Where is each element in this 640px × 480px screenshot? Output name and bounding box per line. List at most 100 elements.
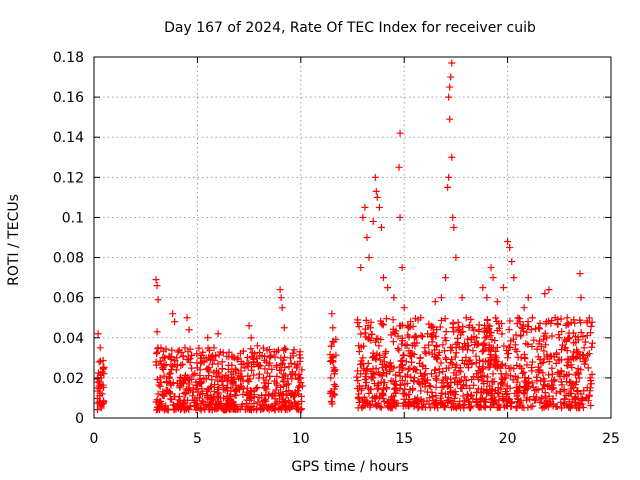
data-point: [535, 324, 543, 332]
density-point: [248, 352, 256, 360]
density-point: [457, 376, 465, 384]
density-point: [430, 346, 438, 354]
density-point: [534, 386, 542, 394]
density-point: [232, 366, 240, 374]
data-point: [431, 366, 439, 374]
density-point: [237, 360, 245, 368]
density-point: [432, 383, 440, 391]
density-point: [539, 369, 547, 377]
density-point: [425, 382, 433, 390]
data-point: [445, 93, 453, 101]
density-point: [509, 335, 517, 343]
density-point: [277, 383, 285, 391]
density-point: [210, 387, 218, 395]
density-point: [190, 399, 198, 407]
data-point: [446, 83, 454, 91]
density-point: [518, 364, 526, 372]
density-point: [264, 379, 272, 387]
density-point: [528, 342, 536, 350]
density-point: [360, 366, 368, 374]
data-point: [384, 284, 392, 292]
density-point: [277, 404, 285, 412]
density-point: [572, 371, 580, 379]
density-point: [428, 338, 436, 346]
density-point: [452, 343, 460, 351]
density-point: [481, 334, 489, 342]
density-point: [271, 406, 279, 414]
density-point: [541, 377, 549, 385]
density-point: [378, 389, 386, 397]
density-point: [466, 384, 474, 392]
density-point: [500, 342, 508, 350]
density-point: [398, 334, 406, 342]
density-point: [434, 354, 442, 362]
density-point: [208, 406, 216, 414]
density-point: [433, 326, 441, 334]
data-point: [576, 270, 584, 278]
density-point: [332, 382, 340, 390]
density-point: [283, 391, 291, 399]
density-point: [540, 347, 548, 355]
data-point: [363, 398, 371, 406]
density-point: [354, 377, 362, 385]
density-point: [577, 319, 585, 327]
y-axis-title: ROTI / TECUs: [6, 194, 22, 286]
density-point: [513, 378, 521, 386]
density-point: [243, 392, 251, 400]
data-point: [466, 404, 474, 412]
density-point: [497, 361, 505, 369]
density-point: [413, 399, 421, 407]
data-point: [293, 364, 301, 372]
data-point: [384, 402, 392, 410]
x-tick-label: 0: [90, 431, 99, 447]
data-point: [549, 402, 557, 410]
density-point: [520, 404, 528, 412]
data-point: [398, 264, 406, 272]
density-point: [189, 371, 197, 379]
density-point: [222, 400, 230, 408]
density-point: [560, 386, 568, 394]
data-point: [181, 344, 189, 352]
density-point: [527, 403, 535, 411]
density-point: [394, 345, 402, 353]
density-point: [295, 383, 303, 391]
density-point: [511, 341, 519, 349]
density-point: [179, 353, 187, 361]
density-point: [489, 370, 497, 378]
density-point: [355, 348, 363, 356]
density-point: [473, 389, 481, 397]
density-point: [160, 406, 168, 414]
density-point: [392, 371, 400, 379]
density-point: [380, 353, 388, 361]
density-point: [515, 315, 523, 323]
data-point: [506, 244, 514, 252]
density-point: [451, 353, 459, 361]
density-point: [382, 315, 390, 323]
data-point: [371, 173, 379, 181]
grid-lines: [94, 57, 611, 418]
data-point: [214, 330, 222, 338]
density-point: [466, 398, 474, 406]
density-point: [287, 403, 295, 411]
density-point: [187, 351, 195, 359]
density-point: [358, 404, 366, 412]
density-point: [371, 401, 379, 409]
data-point: [154, 390, 162, 398]
density-point: [373, 350, 381, 358]
data-point: [289, 370, 297, 378]
density-point: [484, 373, 492, 381]
data-point: [272, 386, 280, 394]
density-point: [524, 340, 532, 348]
density-point: [561, 395, 569, 403]
density-point: [496, 403, 504, 411]
density-point: [157, 360, 165, 368]
density-point: [439, 341, 447, 349]
density-point: [582, 356, 590, 364]
density-point: [549, 384, 557, 392]
density-point: [165, 373, 173, 381]
density-point: [558, 346, 566, 354]
density-point: [282, 387, 290, 395]
density-point: [176, 377, 184, 385]
density-point: [184, 373, 192, 381]
density-point: [537, 343, 545, 351]
